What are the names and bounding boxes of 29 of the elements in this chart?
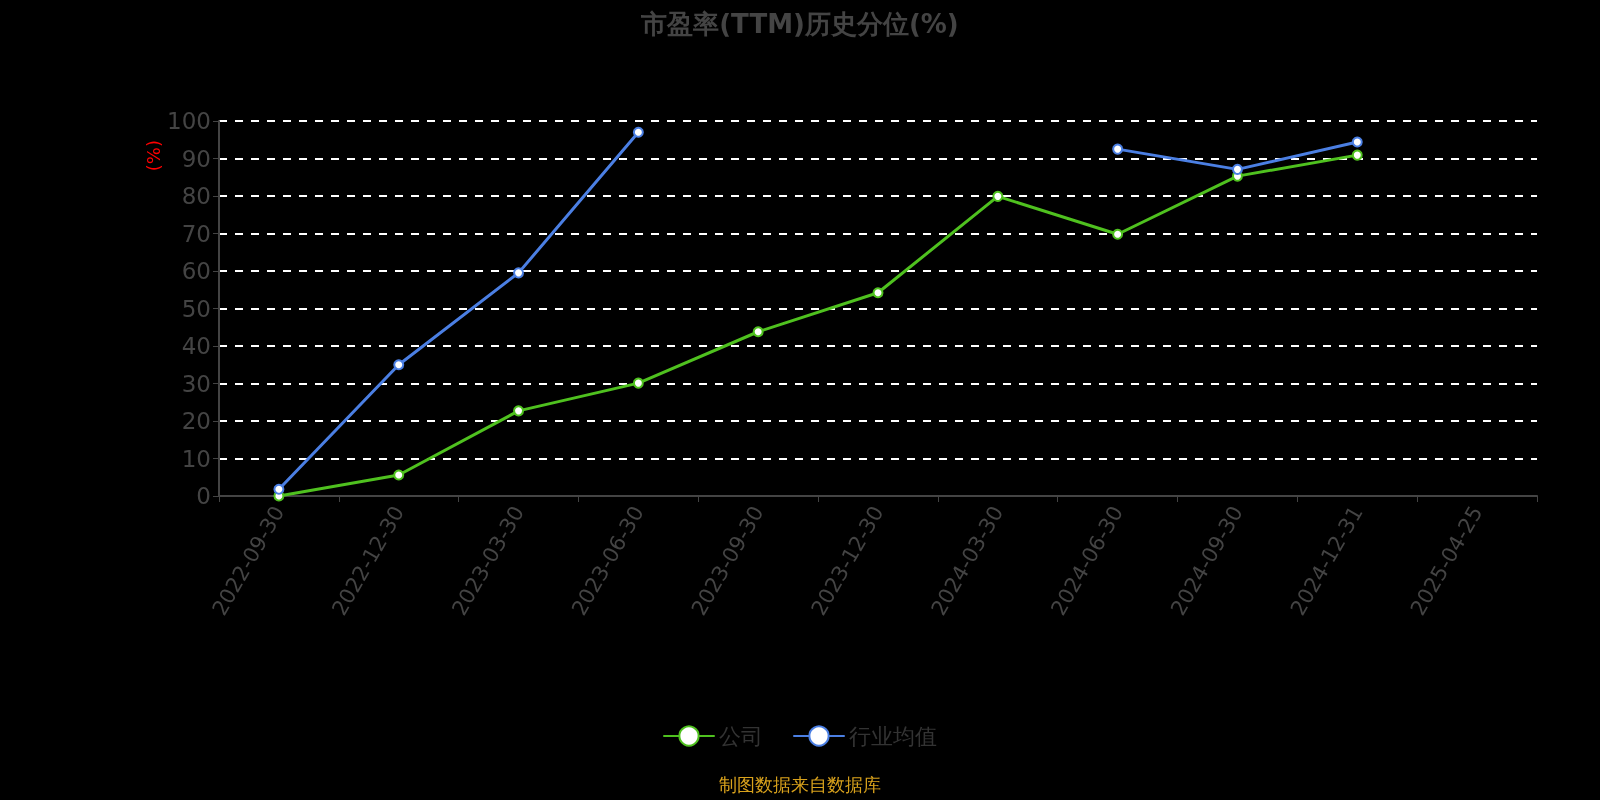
y-axis-title: (%) — [142, 139, 164, 172]
point — [1231, 163, 1243, 175]
y-tick-label: 40 — [181, 333, 211, 359]
point — [1351, 136, 1363, 148]
point — [632, 126, 644, 138]
y-tick-label: 50 — [181, 295, 211, 322]
y-tick-label: 80 — [181, 183, 211, 209]
chart-title: 市盈率(TTM)历史分位(%) — [640, 9, 959, 39]
y-tick-label: 100 — [167, 108, 211, 134]
point — [393, 359, 405, 371]
point — [513, 267, 525, 279]
y-tick-label: 30 — [181, 370, 211, 397]
point — [513, 405, 525, 417]
point — [1351, 149, 1363, 161]
point — [992, 190, 1004, 202]
text: 制图数据来自数据库 — [719, 773, 881, 795]
y-tick-label: 60 — [181, 258, 211, 284]
y-tick-label: 0 — [196, 483, 211, 509]
point — [1112, 228, 1124, 240]
point — [273, 483, 285, 495]
y-tick-label: 10 — [181, 445, 211, 472]
y-tick-label: 70 — [181, 220, 211, 247]
point — [632, 377, 644, 389]
y-tick-label: 20 — [181, 408, 211, 434]
point — [872, 287, 884, 299]
y-tick-label: 90 — [181, 145, 211, 172]
point — [393, 469, 405, 481]
point — [752, 326, 764, 338]
point — [1112, 143, 1124, 155]
